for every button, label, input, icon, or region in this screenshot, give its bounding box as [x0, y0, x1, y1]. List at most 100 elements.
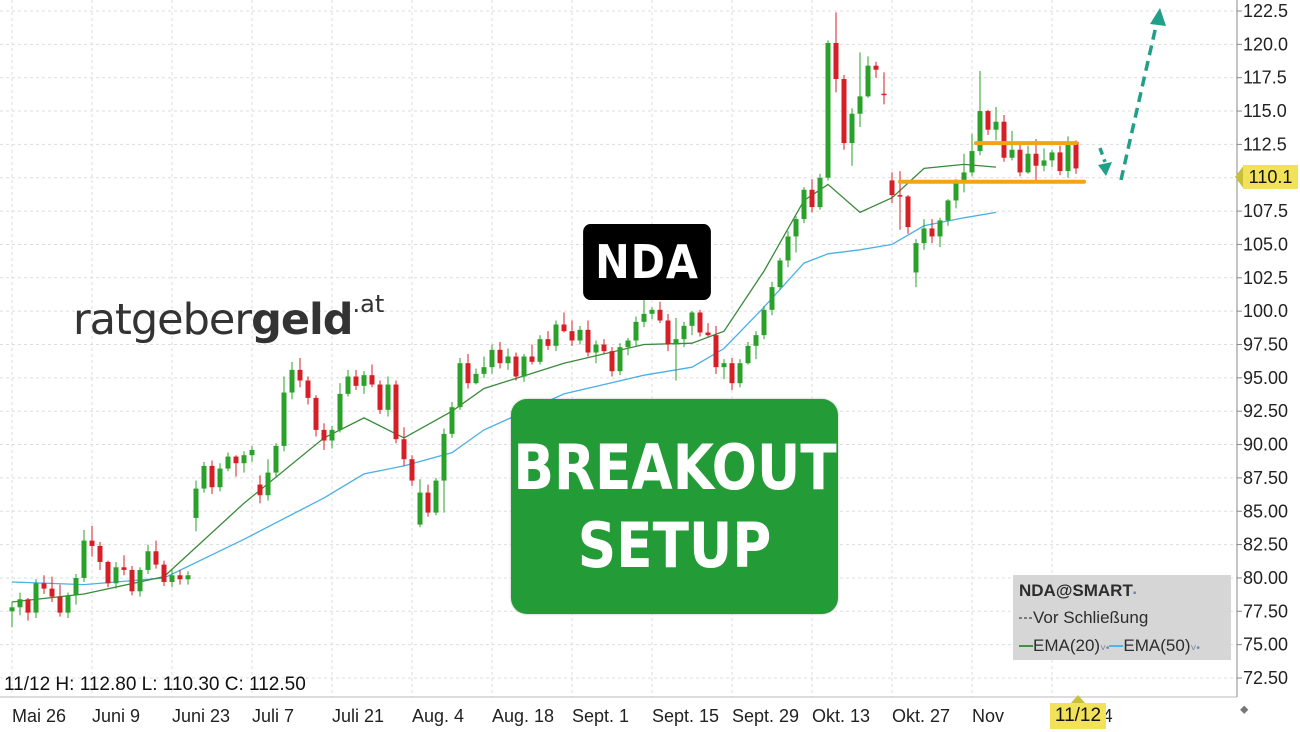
candle-body	[865, 65, 871, 97]
y-tick-label: 117.5	[1243, 68, 1287, 88]
candle-body	[65, 595, 71, 613]
legend-ema-row: EMA(20)˅• EMA(50)˅•	[1019, 636, 1200, 656]
candle	[689, 311, 695, 336]
candle	[473, 368, 479, 385]
candle	[89, 525, 95, 557]
candle	[537, 335, 543, 365]
candle-body	[793, 219, 799, 237]
candle	[289, 361, 295, 400]
candle-body	[625, 340, 631, 348]
candle	[217, 463, 223, 492]
candle-body	[57, 596, 63, 613]
chart-legend[interactable]: NDA@SMART▪ Vor Schließung EMA(20)˅• EMA(5…	[1013, 575, 1231, 660]
candle	[401, 427, 407, 466]
candle	[169, 568, 175, 588]
candle	[177, 569, 183, 585]
x-tick-label: Aug. 18	[492, 706, 554, 726]
candle-body	[665, 320, 671, 345]
candle-body	[649, 309, 655, 314]
candle	[361, 371, 367, 394]
candle-body	[441, 433, 447, 481]
candle	[697, 309, 703, 337]
candle	[809, 179, 815, 213]
candle	[849, 108, 855, 166]
candle-body	[113, 567, 119, 584]
candle-body	[737, 363, 743, 384]
banner-line-2: SETUP	[577, 508, 772, 582]
candle-body	[145, 551, 151, 570]
legend-ema50-label[interactable]: EMA(50)	[1123, 636, 1191, 655]
candle	[785, 231, 791, 268]
candle	[97, 541, 103, 570]
candle	[569, 320, 575, 346]
y-tick-label: 77.50	[1243, 601, 1288, 621]
candle	[441, 428, 447, 513]
candle-body	[121, 567, 127, 570]
legend-ema20-label[interactable]: EMA(20)	[1033, 636, 1101, 655]
candle	[913, 239, 919, 288]
ema50-settings-icon[interactable]: ˅•	[1190, 643, 1200, 654]
candle-body	[433, 480, 439, 513]
candle-body	[1049, 152, 1055, 161]
legend-settings-icon[interactable]: ▪	[1132, 588, 1137, 599]
candle-body	[137, 569, 143, 592]
candle-body	[265, 472, 271, 496]
candle-body	[521, 356, 527, 377]
candle	[801, 187, 807, 224]
candle-body	[305, 380, 311, 398]
candle	[353, 369, 359, 390]
candle-body	[721, 363, 727, 368]
candle-body	[409, 459, 415, 481]
candle	[265, 459, 271, 501]
candle-body	[217, 468, 223, 488]
candle-body	[617, 347, 623, 372]
breakout-arrow-head	[1150, 8, 1166, 26]
candle	[281, 376, 287, 452]
axis-corner-icon[interactable]: ⬥	[1240, 702, 1249, 716]
candle-body	[1017, 149, 1023, 173]
candle-body	[393, 384, 399, 440]
candle	[329, 425, 335, 449]
candle-body	[761, 309, 767, 336]
legend-vor-schliessung[interactable]: Vor Schließung	[1019, 608, 1148, 628]
candle-body	[33, 583, 39, 613]
candle	[1041, 148, 1047, 172]
candle-body	[457, 363, 463, 408]
candle-body	[313, 397, 319, 430]
candle-body	[289, 369, 295, 393]
candle-body	[489, 349, 495, 368]
candle-body	[225, 456, 231, 469]
candle-body	[161, 564, 167, 582]
candle-body	[297, 369, 303, 381]
candle	[305, 376, 311, 405]
candle	[1009, 131, 1015, 161]
candle	[297, 357, 303, 388]
ema50-series	[11, 211, 997, 586]
candlestick-series	[9, 12, 1079, 628]
candle	[73, 573, 79, 605]
candle	[777, 257, 783, 290]
candle-body	[9, 607, 15, 612]
candle-body	[369, 375, 375, 385]
candle-body	[849, 113, 855, 144]
candle	[81, 529, 87, 582]
candle-body	[673, 339, 679, 345]
candle	[665, 313, 671, 352]
candle	[561, 312, 567, 333]
current-date-tag: 11/12	[1050, 703, 1106, 729]
candle	[737, 359, 743, 388]
candle-body	[825, 43, 831, 178]
candle-body	[41, 583, 47, 589]
candle	[457, 357, 463, 410]
candle	[865, 56, 871, 98]
candle-body	[153, 551, 159, 565]
candle-body	[401, 439, 407, 460]
trend-levels	[898, 141, 1086, 184]
y-tick-label: 75.00	[1243, 635, 1288, 655]
ema20-settings-icon[interactable]: ˅•	[1100, 643, 1110, 654]
candle-body	[697, 312, 703, 333]
candle-body	[169, 575, 175, 582]
x-tick-label: Okt. 13	[812, 706, 870, 726]
candle	[377, 380, 383, 414]
date-tag-pointer	[1071, 695, 1085, 703]
